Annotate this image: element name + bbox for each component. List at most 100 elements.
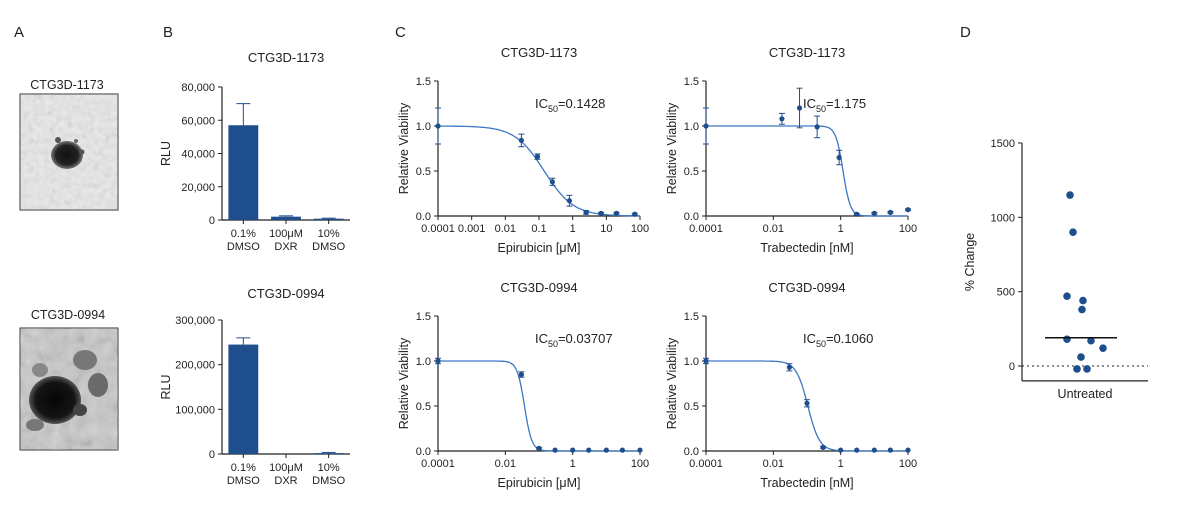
data-point	[552, 447, 558, 453]
data-point	[613, 210, 620, 216]
data-point	[534, 154, 541, 160]
data-point	[820, 444, 826, 450]
y-tick-label: 0	[209, 449, 215, 461]
chart-title: CTG3D-0994	[247, 286, 324, 301]
y-tick-label: 200,000	[175, 360, 215, 372]
x-axis-label: Trabectedin [nM]	[760, 241, 853, 255]
x-tick-label: DXR	[274, 475, 297, 487]
chart-title: CTG3D-0994	[500, 280, 577, 295]
data-point	[703, 358, 709, 364]
data-point	[1083, 365, 1091, 373]
data-point	[1077, 353, 1085, 361]
microscopy-image-1173: CTG3D-1173	[19, 78, 119, 211]
y-tick-label: 1.5	[416, 76, 431, 88]
data-point	[796, 105, 803, 111]
y-tick-label: 100,000	[175, 404, 215, 416]
y-axis-label: RLU	[159, 374, 173, 399]
y-axis-label: Relative Viability	[397, 102, 411, 194]
x-tick-label: 0.0001	[421, 458, 455, 470]
x-axis-label: Epirubicin [μM]	[498, 241, 581, 255]
data-point	[887, 209, 893, 215]
y-tick-label: 80,000	[181, 82, 215, 94]
y-tick-label: 60,000	[181, 115, 215, 127]
x-tick-label: DMSO	[312, 475, 345, 487]
data-point	[586, 447, 592, 453]
x-tick-label: 1	[570, 223, 576, 235]
data-point	[603, 447, 609, 453]
data-point	[1079, 296, 1087, 305]
data-point	[1078, 305, 1086, 314]
data-point	[570, 447, 576, 453]
ic50-annotation: IC50=0.1060	[803, 331, 873, 349]
x-tick-label: 0.1%	[231, 228, 256, 240]
data-point	[1063, 292, 1071, 300]
ic50-text-part: IC	[803, 96, 816, 111]
data-point	[1099, 344, 1107, 352]
y-tick-label: 0.5	[684, 166, 699, 178]
x-tick-label: 100	[631, 223, 649, 235]
x-axis-label: Epirubicin [μM]	[498, 476, 581, 490]
ic50-text-part: IC	[535, 331, 548, 346]
x-tick-label: 0.1	[531, 223, 546, 235]
panel-letter-b: B	[163, 24, 173, 41]
dose-response-epirubicin-0994: CTG3D-0994 0.0 0.5 1.0 1.5 0.0001 0.01 1 100 Epir…	[397, 280, 649, 490]
data-point	[905, 447, 911, 453]
dose-response-trabectedin-1173: CTG3D-1173 0.0 0.5 1.0 1.5 0.0001 0.01 1 100 Trab…	[665, 45, 917, 255]
data-point	[1069, 228, 1077, 236]
x-tick-label: 1	[838, 223, 844, 235]
data-point	[905, 207, 911, 213]
microscopy-image-0994: CTG3D-0994	[19, 308, 119, 451]
ic50-annotation: IC50=1.175	[803, 96, 866, 114]
bar	[313, 218, 344, 220]
dose-response-epirubicin-1173: CTG3D-1173 0.0 0.5 1.0 1.5 0.0001 0.001 0.01 0.1…	[397, 45, 649, 255]
y-tick-label: 0.0	[416, 446, 431, 458]
data-point	[637, 447, 643, 453]
y-tick-label: 500	[997, 287, 1015, 299]
y-axis-label: Relative Viability	[665, 337, 679, 429]
data-point	[435, 358, 441, 364]
data-point	[583, 209, 589, 215]
x-tick-label: 100	[899, 223, 917, 235]
dose-response-trabectedin-0994: CTG3D-0994 0.0 0.5 1.0 1.5 0.0001 0.01 1 100 Trab…	[665, 280, 917, 490]
data-point	[1087, 336, 1095, 345]
data-point	[887, 447, 893, 453]
data-point	[536, 445, 542, 451]
x-tick-label: 10	[600, 223, 612, 235]
y-axis-label: % Change	[963, 233, 977, 291]
ic50-text-part: 50	[548, 339, 558, 349]
data-point	[871, 447, 877, 453]
data-point	[1063, 335, 1071, 344]
panel-letter-c: C	[395, 24, 406, 41]
y-axis-label: Relative Viability	[665, 102, 679, 194]
panel-letter-a: A	[14, 24, 24, 41]
y-tick-label: 40,000	[181, 149, 215, 161]
chart-title: CTG3D-0994	[768, 280, 845, 295]
ic50-text-part: =0.03707	[558, 331, 613, 346]
y-tick-label: 1.5	[684, 311, 699, 323]
x-tick-label: 1	[570, 458, 576, 470]
fit-curve	[706, 125, 908, 217]
x-tick-label: 0.01	[763, 223, 784, 235]
data-point	[779, 116, 785, 122]
image-label-1173: CTG3D-1173	[30, 78, 103, 92]
data-point	[854, 447, 860, 453]
chart-title: CTG3D-1173	[501, 45, 577, 60]
x-tick-label: 0.0001	[689, 223, 723, 235]
y-tick-label: 0	[209, 215, 215, 227]
data-point	[703, 123, 709, 129]
y-tick-label: 0.0	[416, 211, 431, 223]
bar-chart-ctg3d-1173: CTG3D-1173 0 20,000 40,000 60,000 80,000 RLU 0.…	[159, 50, 350, 253]
data-point	[598, 210, 604, 216]
fit-curve	[438, 360, 640, 452]
y-axis-label: Relative Viability	[397, 337, 411, 429]
y-tick-label: 1.5	[684, 76, 699, 88]
data-point	[1073, 365, 1081, 373]
x-tick-label: 100μM	[269, 462, 303, 474]
y-tick-label: 0.0	[684, 446, 699, 458]
y-tick-label: 0.0	[684, 211, 699, 223]
bar	[228, 344, 259, 454]
x-axis-label: Trabectedin [nM]	[760, 476, 853, 490]
x-tick-label: 0.0001	[689, 458, 723, 470]
x-tick-label: 0.0001	[421, 223, 455, 235]
